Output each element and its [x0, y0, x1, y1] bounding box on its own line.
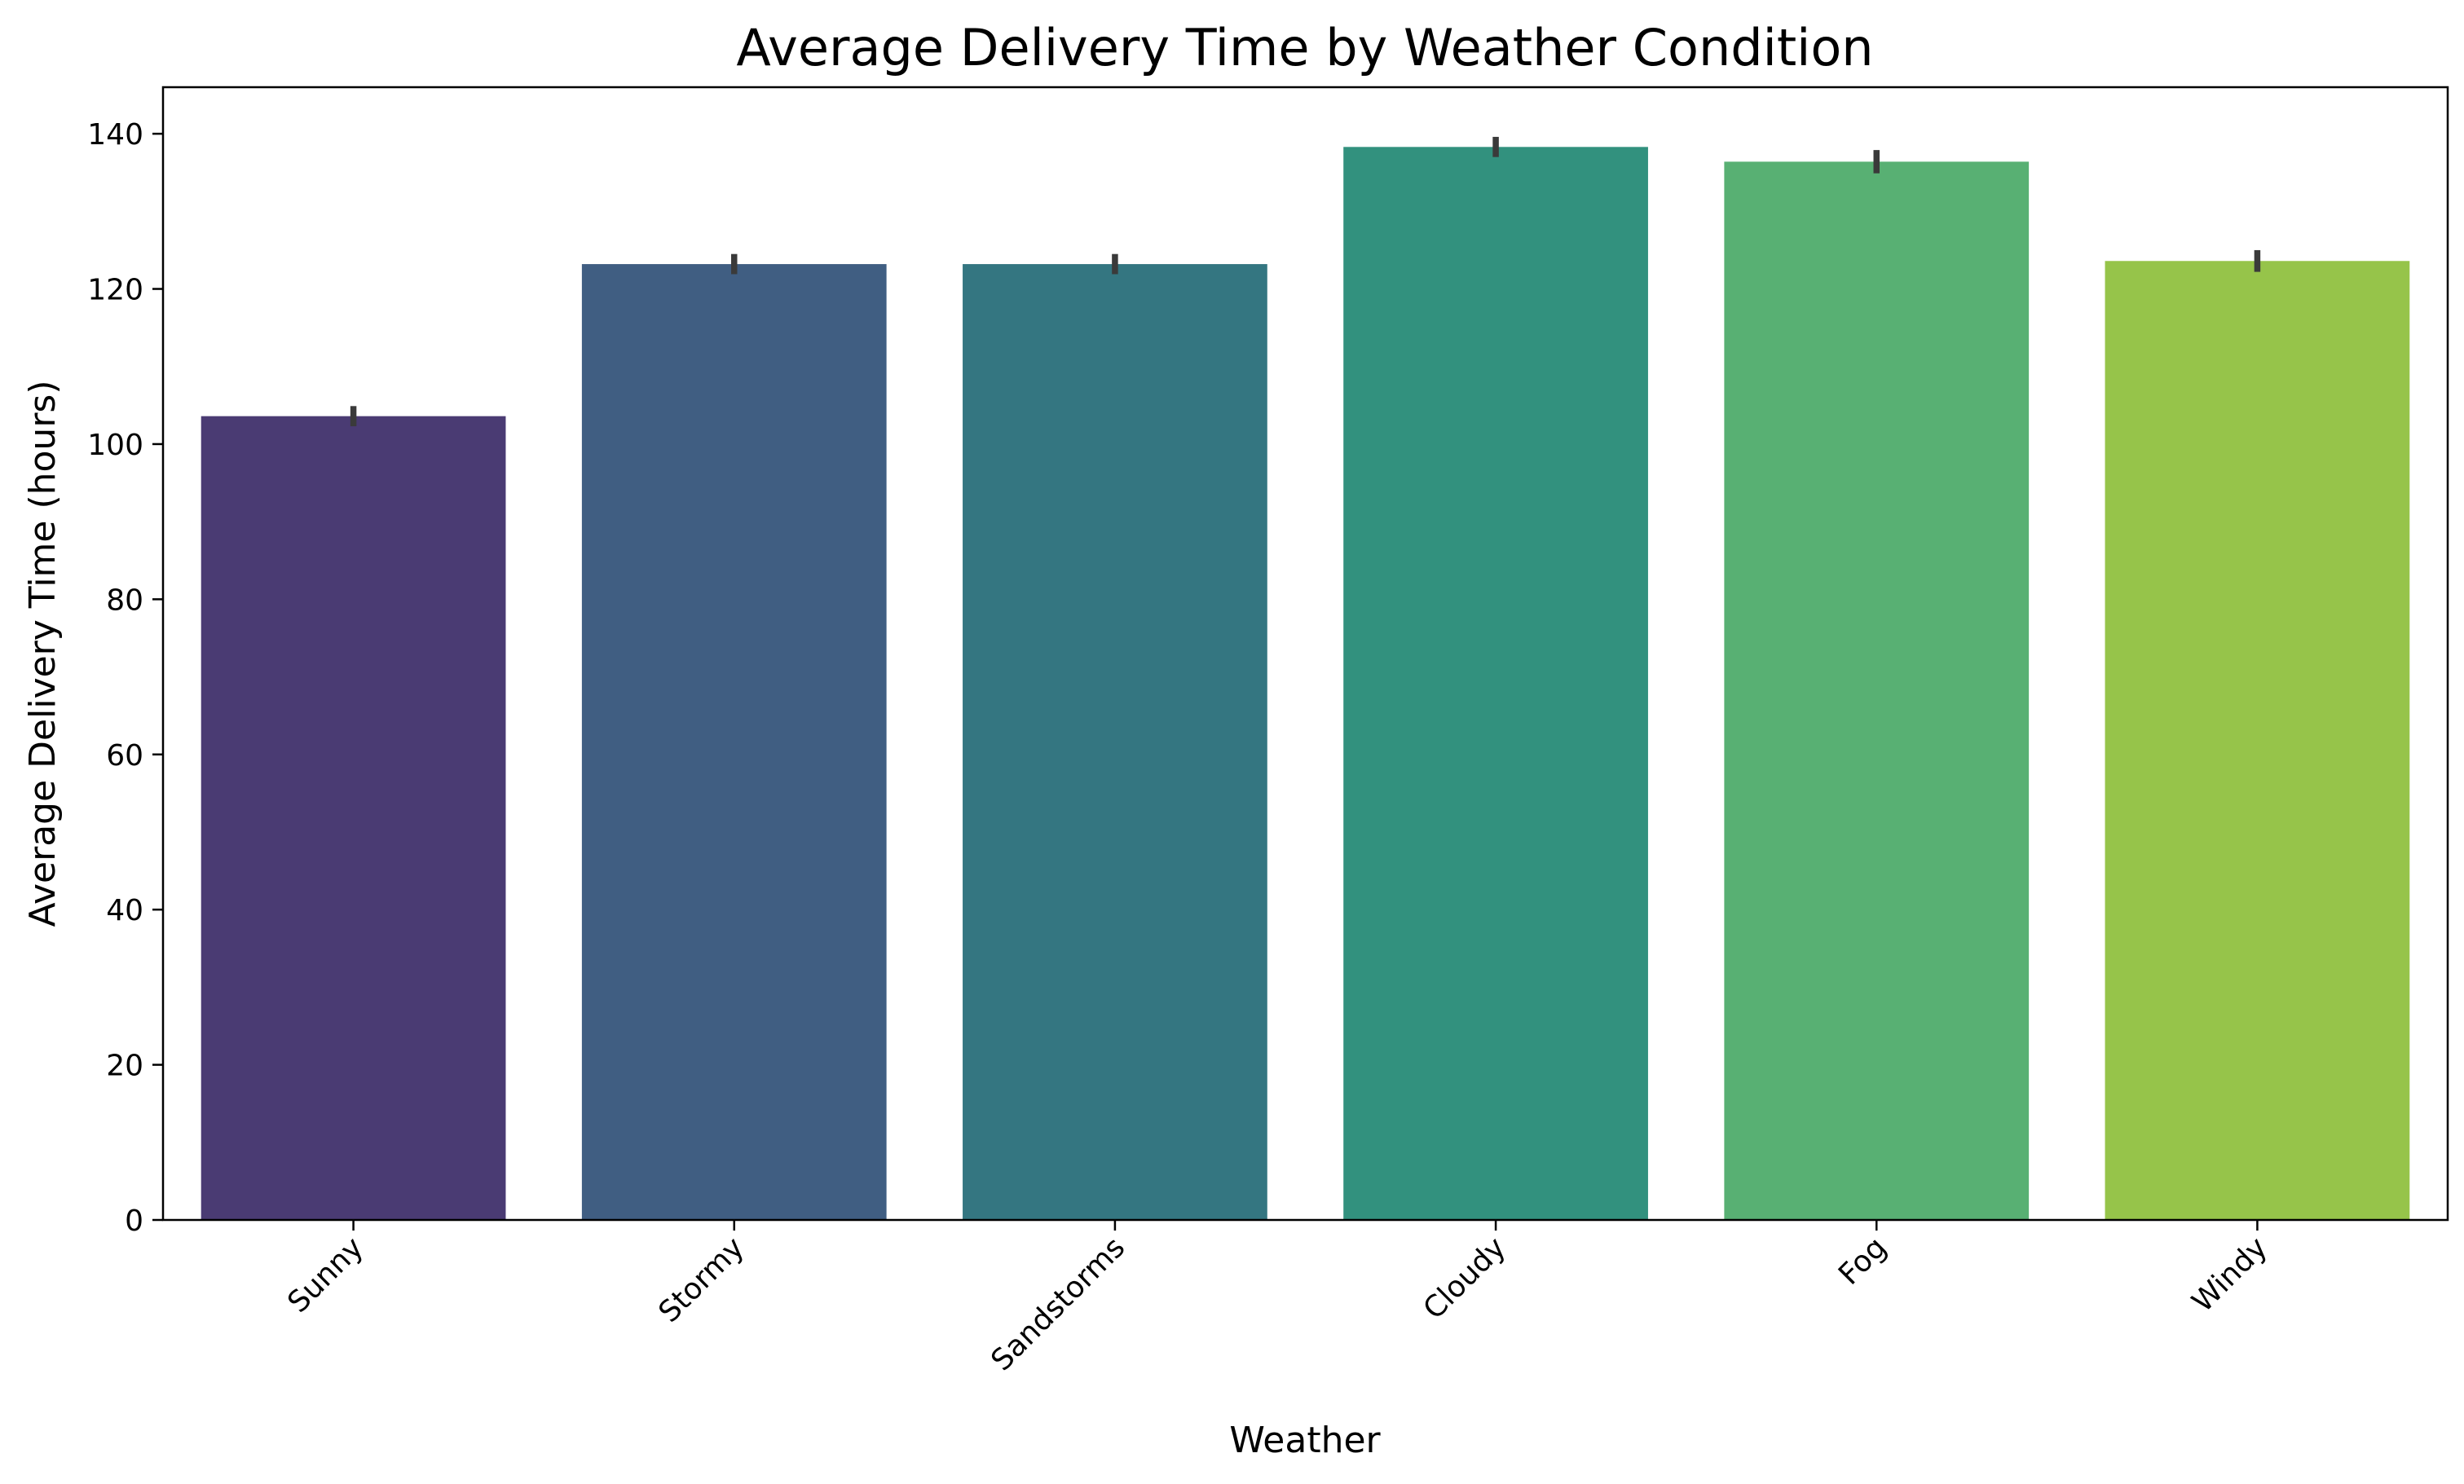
- bar-cloudy: [1343, 147, 1648, 1220]
- bar-sandstorms: [963, 264, 1267, 1220]
- y-tick-label-120: 120: [87, 274, 143, 307]
- y-tick-label-60: 60: [106, 739, 143, 773]
- bar-stormy: [581, 264, 887, 1220]
- plot-area: [201, 136, 2410, 1221]
- axes-frame: [161, 86, 2449, 1222]
- x-tick-label-cloudy: Cloudy: [1417, 1231, 1513, 1326]
- x-axis-label: Weather: [1229, 1420, 1381, 1461]
- bar-fog: [1724, 161, 2030, 1221]
- y-tick-label-0: 0: [125, 1204, 143, 1238]
- y-tick-label-140: 140: [87, 118, 143, 152]
- y-tick-label-80: 80: [106, 583, 143, 617]
- y-axis-label: Average Delivery Time (hours): [22, 381, 64, 927]
- x-tick-label-sunny: Sunny: [281, 1231, 370, 1319]
- x-tick-label-sandstorms: Sandstorms: [985, 1231, 1131, 1377]
- bar-sunny: [201, 416, 506, 1220]
- x-tick-label-windy: Windy: [2186, 1231, 2274, 1319]
- x-tick-label-fog: Fog: [1832, 1231, 1893, 1291]
- y-tick-label-20: 20: [106, 1050, 143, 1083]
- x-tick-label-stormy: Stormy: [653, 1231, 752, 1329]
- y-tick-label-100: 100: [87, 429, 143, 462]
- chart-title: Average Delivery Time by Weather Conditi…: [736, 18, 1873, 77]
- y-tick-label-40: 40: [106, 894, 143, 927]
- bar-windy: [2105, 261, 2410, 1221]
